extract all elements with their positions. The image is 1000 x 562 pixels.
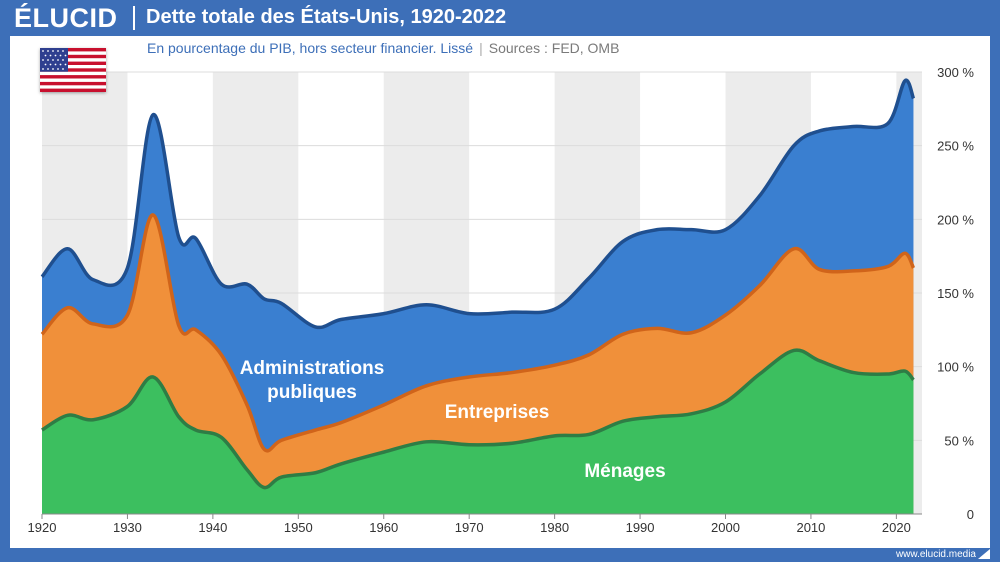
brand-logo: ÉLUCID [14,3,118,33]
menages-label: Ménages [584,461,665,482]
elucid-mark-icon [978,549,990,559]
administrations-label-line2: publiques [267,382,357,403]
x-tick-label: 1960 [369,520,398,535]
x-tick-label: 2020 [882,520,911,535]
chart-subtitle: En pourcentage du PIB, hors secteur fina… [147,40,619,56]
y-tick-label: 150 % [937,286,974,301]
subtitle-text: En pourcentage du PIB, hors secteur fina… [147,40,474,56]
menages-area-line [41,348,915,490]
y-tick-label: 0 [967,507,974,522]
y-tick-label: 200 % [937,212,974,227]
x-tick-label: 1990 [626,520,655,535]
administrations-label-line1: Administrations [240,358,385,379]
footer-url: www.elucid.media [895,549,976,560]
x-tick-label: 2010 [796,520,825,535]
menages-area [42,350,914,514]
sources-text: Sources : FED, OMB [488,40,620,56]
y-tick-label: 50 % [944,433,974,448]
header-bar: ÉLUCID Dette totale des États-Unis, 1920… [0,0,1000,36]
header-separator [133,6,135,30]
chart-title: Dette totale des États-Unis, 1920-2022 [146,6,507,28]
y-tick-label: 250 % [937,139,974,154]
x-tick-label: 1970 [455,520,484,535]
x-tick-label: 1950 [284,520,313,535]
us-flag-icon [40,48,106,92]
y-tick-label: 300 % [937,65,974,80]
subtitle-divider: | [479,40,483,56]
y-tick-label: 100 % [937,360,974,375]
x-tick-label: 1940 [198,520,227,535]
administrations-area-line [40,78,916,330]
entreprises-area-line [40,213,916,453]
x-tick-label: 1980 [540,520,569,535]
entreprises-label: Entreprises [445,402,550,423]
x-tick-label: 1930 [113,520,142,535]
x-tick-label: 1920 [28,520,57,535]
x-tick-label: 2000 [711,520,740,535]
